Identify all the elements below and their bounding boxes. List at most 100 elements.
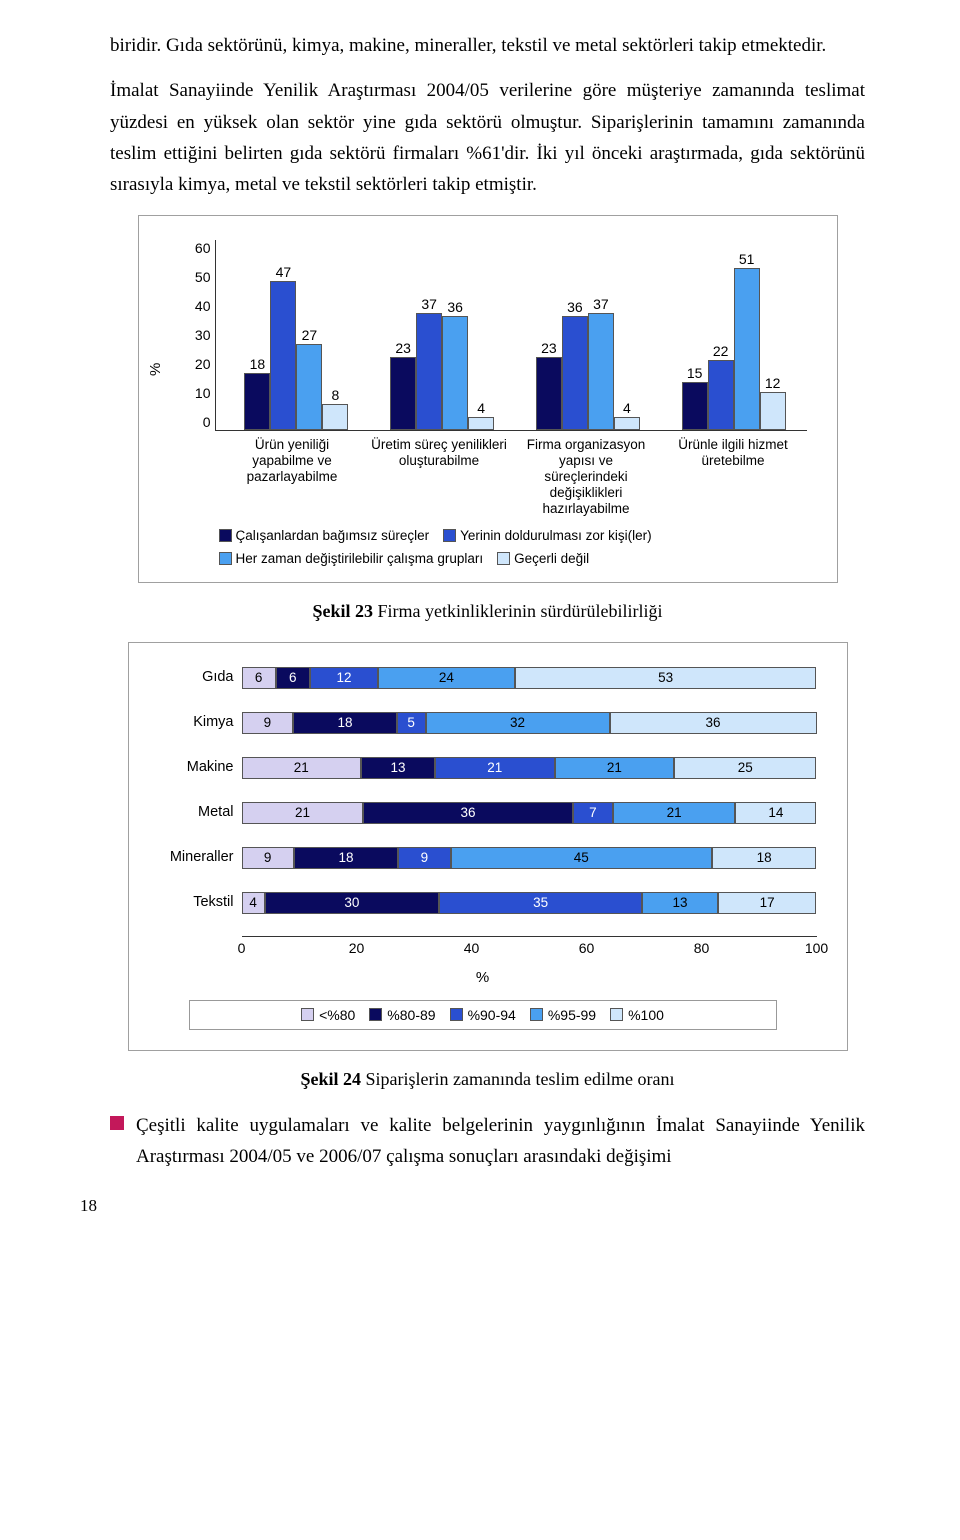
chart1-legend-item: Her zaman değiştirilebilir çalışma grupl… [219,551,484,566]
legend-swatch-icon [443,529,456,542]
chart2-segment: 14 [735,802,816,824]
chart2-segment: 18 [294,847,399,869]
chart2-xlabel: % [149,969,817,986]
caption-24-bold: Şekil 24 [301,1069,362,1089]
chart1-category-label: Ürün yeniliği yapabilme ve pazarlayabilm… [219,431,366,518]
chart1-bar: 47 [270,281,296,430]
chart1-ytick: 10 [195,385,211,401]
page-number: 18 [80,1196,865,1216]
chart2-segment: 45 [451,847,712,869]
chart2-xaxis: 020406080100 [242,936,817,967]
chart2-legend-item: <%80 [301,1007,355,1023]
chart2-segment: 21 [555,757,675,779]
chart2-segment: 32 [426,712,610,734]
chart1-category-label: Firma organizasyon yapısı ve süreçlerind… [513,431,660,518]
chart1-legend-label: Geçerli değil [514,551,589,566]
chart2-legend-label: %95-99 [548,1007,596,1023]
bullet-text: Çeşitli kalite uygulamaları ve kalite be… [136,1110,865,1173]
chart2-segment: 6 [276,667,310,689]
chart-23-grouped-bar: % 6050403020100 184727823373642336374152… [138,215,838,583]
chart1-ytick: 20 [195,356,211,372]
chart1-legend-label: Çalışanlardan bağımsız süreçler [236,528,430,543]
legend-swatch-icon [301,1008,314,1021]
chart2-segment: 9 [242,847,294,869]
caption-23-rest: Firma yetkinliklerinin sürdürülebilirliğ… [373,601,662,621]
chart2-track: 213672114 [242,801,817,824]
chart1-legend-label: Yerinin doldurulması zor kişi(ler) [460,528,652,543]
chart2-segment: 36 [363,802,572,824]
chart1-bar: 37 [416,313,442,430]
chart2-segment: 24 [378,667,515,689]
chart2-segment: 53 [515,667,817,689]
chart1-bar-value: 4 [623,400,631,416]
legend-swatch-icon [610,1008,623,1021]
chart1-bar: 36 [442,316,468,430]
chart1-bar-value: 18 [250,356,266,372]
chart2-segment: 25 [674,757,816,779]
chart2-xtick: 20 [349,940,365,956]
chart2-segment: 13 [361,757,435,779]
chart1-category-label: Üretim süreç yenilikleri oluşturabilme [366,431,513,518]
chart2-xtick: 40 [464,940,480,956]
chart2-segment: 9 [398,847,450,869]
chart1-bar-value: 23 [541,340,557,356]
chart2-segment: 21 [613,802,735,824]
chart2-legend-label: %80-89 [387,1007,435,1023]
chart1-bar: 4 [614,417,640,430]
legend-swatch-icon [450,1008,463,1021]
chart2-segment: 21 [435,757,555,779]
chart2-legend: <%80%80-89%90-94%95-99%100 [189,1000,777,1030]
chart1-group: 2337364 [369,313,515,430]
chart1-bar: 23 [390,357,416,430]
chart1-bar: 36 [562,316,588,430]
chart2-row: Metal213672114 [149,801,817,824]
chart2-track: 2113212125 [242,756,817,779]
chart1-bar: 18 [244,373,270,430]
chart2-track: 91853236 [242,711,817,734]
chart2-rows: Gıda66122453Kimya91853236Makine211321212… [149,666,817,914]
chart1-bar-value: 8 [331,387,339,403]
chart1-ytick: 50 [195,269,211,285]
chart2-segment: 21 [242,757,362,779]
chart1-categories: Ürün yeniliği yapabilme ve pazarlayabilm… [219,431,807,518]
legend-swatch-icon [497,552,510,565]
chart1-ylabel: % [147,362,164,375]
chart1-ytick: 30 [195,327,211,343]
chart1-bar: 23 [536,357,562,430]
legend-swatch-icon [219,552,232,565]
chart2-legend-item: %90-94 [450,1007,516,1023]
chart1-bar: 37 [588,313,614,430]
chart1-bar: 22 [708,360,734,430]
chart1-bar-value: 51 [739,251,755,267]
chart2-row-label: Mineraller [149,849,242,865]
chart2-segment: 18 [712,847,817,869]
chart2-segment: 36 [610,712,817,734]
chart1-yticks: 6050403020100 [179,240,215,430]
chart1-bar-value: 36 [447,299,463,315]
chart2-segment: 17 [718,892,817,914]
chart1-ytick: 40 [195,298,211,314]
chart2-row-label: Gıda [149,669,242,685]
chart1-group: 1847278 [224,281,370,430]
chart1-bar: 4 [468,417,494,430]
chart1-legend-label: Her zaman değiştirilebilir çalışma grupl… [236,551,484,566]
chart1-legend-item: Geçerli değil [497,551,589,566]
chart1-legend: Çalışanlardan bağımsız süreçler Yerinin d… [219,528,807,566]
chart1-legend-item: Yerinin doldurulması zor kişi(ler) [443,528,652,543]
bullet-icon [110,1116,124,1130]
chart1-bar: 15 [682,382,708,430]
chart2-segment: 4 [242,892,265,914]
paragraph-2: İmalat Sanayiinde Yenilik Araştırması 20… [110,75,865,200]
legend-swatch-icon [369,1008,382,1021]
chart1-ytick: 60 [195,240,211,256]
chart-24-caption: Şekil 24 Siparişlerin zamanında teslim e… [110,1069,865,1090]
chart2-xtick: 80 [694,940,710,956]
chart1-bar-value: 47 [276,264,292,280]
chart2-segment: 21 [242,802,364,824]
chart2-row: Gıda66122453 [149,666,817,689]
chart1-bar-value: 37 [593,296,609,312]
chart2-segment: 12 [310,667,378,689]
chart1-category-label: Ürünle ilgili hizmet üretebilme [660,431,807,518]
chart2-xtick: 0 [238,940,246,956]
chart2-segment: 30 [265,892,439,914]
